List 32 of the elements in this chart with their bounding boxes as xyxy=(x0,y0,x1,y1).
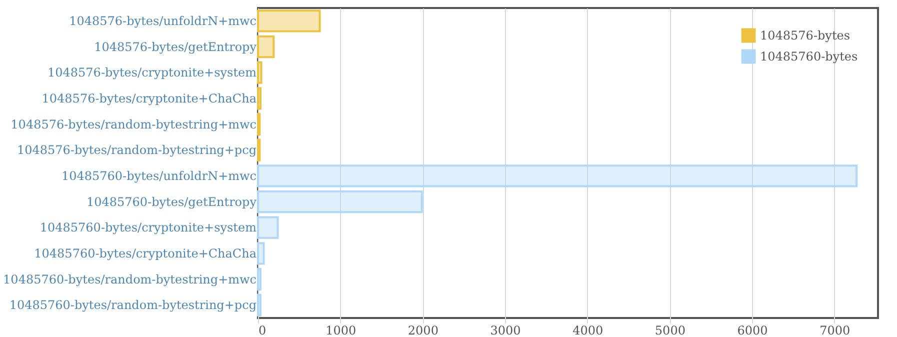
y-tick-label: 1048576-bytes/unfoldrN+mwc xyxy=(69,14,257,28)
bar xyxy=(257,10,321,32)
bar xyxy=(257,164,858,188)
legend-label: 10485760-bytes xyxy=(760,50,858,64)
bar xyxy=(257,242,265,265)
bar xyxy=(257,268,262,291)
x-tick-label: 7000 xyxy=(820,324,850,337)
x-tick-label: 2000 xyxy=(408,324,438,337)
y-tick-label: 1048576-bytes/cryptonite+ChaCha xyxy=(42,91,256,106)
y-tick-label: 10485760-bytes/random-bytestring+pcg xyxy=(9,298,257,312)
y-tick-label: 1048576-bytes/getEntropy xyxy=(94,40,257,54)
y-tick-label: 10485760-bytes/cryptonite+system xyxy=(40,220,258,235)
y-tick-label: 1048576-bytes/random-bytestring+pcg xyxy=(16,143,257,158)
bar xyxy=(257,190,423,214)
y-tick-label: 10485760-bytes/random-bytestring+mwc xyxy=(3,272,257,286)
y-tick-label: 10485760-bytes/getEntropy xyxy=(86,194,257,209)
y-tick-label: 1048576-bytes/cryptonite+system xyxy=(48,66,258,80)
x-tick-label: 0 xyxy=(258,324,266,337)
bar xyxy=(257,294,262,316)
legend-label: 1048576-bytes xyxy=(760,28,850,42)
y-tick-label: 10485760-bytes/unfoldrN+mwc xyxy=(61,168,257,183)
bar xyxy=(257,216,279,239)
bar xyxy=(257,61,262,84)
x-tick-label: 4000 xyxy=(572,324,604,337)
y-tick-label: 10485760-bytes/cryptonite+ChaCha xyxy=(34,246,256,260)
bar xyxy=(257,87,262,110)
x-tick-label: 5000 xyxy=(654,324,686,337)
x-tick-label: 3000 xyxy=(490,324,521,337)
bar xyxy=(257,35,275,58)
x-tick-label: 1000 xyxy=(326,324,356,337)
x-tick-label: 6000 xyxy=(737,324,768,337)
y-tick-label: 1048576-bytes/random-bytestring+mwc xyxy=(10,117,257,132)
